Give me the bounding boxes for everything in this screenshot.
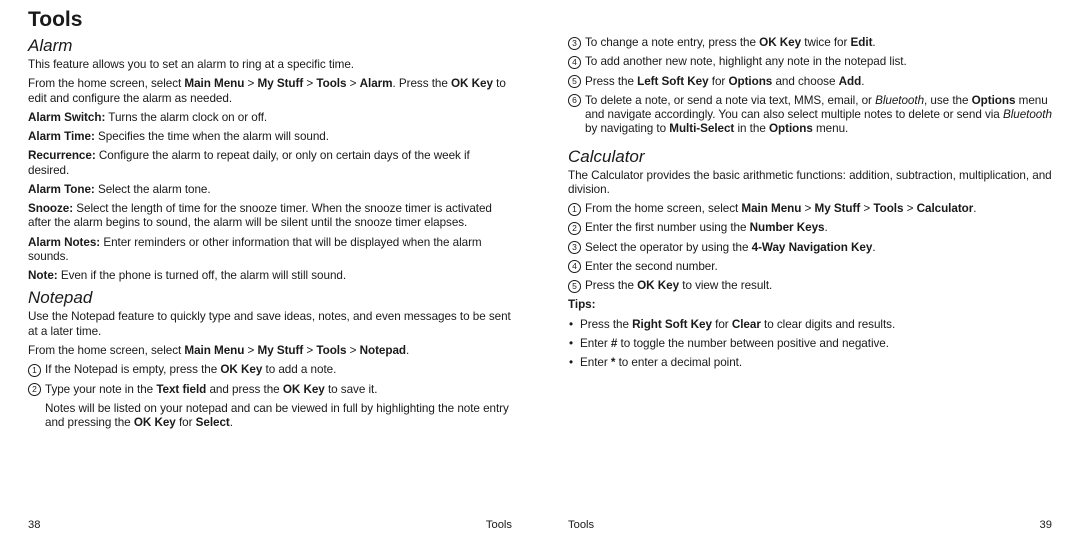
- alarm-intro: This feature allows you to set an alarm …: [28, 58, 512, 72]
- page-number: 38: [28, 519, 40, 531]
- section-alarm-heading: Alarm: [28, 36, 512, 56]
- alarm-tone: Alarm Tone: Select the alarm tone.: [28, 183, 512, 197]
- notepad-nav: From the home screen, select Main Menu >…: [28, 344, 512, 358]
- page-right: To change a note entry, press the OK Key…: [540, 0, 1080, 540]
- tip-2: Enter # to toggle the number between pos…: [568, 337, 1052, 351]
- calculator-step-3: Select the operator by using the 4-Way N…: [568, 241, 1052, 255]
- calculator-intro: The Calculator provides the basic arithm…: [568, 169, 1052, 198]
- calculator-step-4: Enter the second number.: [568, 260, 1052, 274]
- page-number: 39: [1040, 519, 1052, 531]
- notepad-steps: If the Notepad is empty, press the OK Ke…: [28, 363, 512, 397]
- chapter-title: Tools: [28, 8, 512, 32]
- tip-1: Press the Right Soft Key for Clear to cl…: [568, 318, 1052, 332]
- notepad-intro: Use the Notepad feature to quickly type …: [28, 310, 512, 339]
- calculator-tips-heading: Tips:: [568, 298, 1052, 312]
- notepad-step-3: To change a note entry, press the OK Key…: [568, 36, 1052, 50]
- alarm-notes: Alarm Notes: Enter reminders or other in…: [28, 236, 512, 265]
- footer-left: 38 Tools: [28, 519, 512, 531]
- section-notepad-heading: Notepad: [28, 288, 512, 308]
- footer-right: 39 Tools: [568, 519, 1052, 531]
- notepad-step-5: Press the Left Soft Key for Options and …: [568, 75, 1052, 89]
- calculator-step-5: Press the OK Key to view the result.: [568, 279, 1052, 293]
- calculator-step-2: Enter the first number using the Number …: [568, 221, 1052, 235]
- page-left: Tools Alarm This feature allows you to s…: [0, 0, 540, 540]
- alarm-note: Note: Even if the phone is turned off, t…: [28, 269, 512, 283]
- tip-3: Enter * to enter a decimal point.: [568, 356, 1052, 370]
- footer-section: Tools: [568, 519, 594, 531]
- notepad-subnote: Notes will be listed on your notepad and…: [28, 402, 512, 431]
- calculator-steps: From the home screen, select Main Menu >…: [568, 202, 1052, 293]
- footer-section: Tools: [486, 519, 512, 531]
- calculator-step-1: From the home screen, select Main Menu >…: [568, 202, 1052, 216]
- notepad-step-6: To delete a note, or send a note via tex…: [568, 94, 1052, 137]
- alarm-snooze: Snooze: Select the length of time for th…: [28, 202, 512, 231]
- alarm-recurrence: Recurrence: Configure the alarm to repea…: [28, 149, 512, 178]
- notepad-step-2: Type your note in the Text field and pre…: [28, 383, 512, 397]
- section-calculator-heading: Calculator: [568, 147, 1052, 167]
- alarm-switch: Alarm Switch: Turns the alarm clock on o…: [28, 111, 512, 125]
- manual-spread: Tools Alarm This feature allows you to s…: [0, 0, 1080, 540]
- alarm-time: Alarm Time: Specifies the time when the …: [28, 130, 512, 144]
- notepad-step-4: To add another new note, highlight any n…: [568, 55, 1052, 69]
- notepad-steps-cont: To change a note entry, press the OK Key…: [568, 36, 1052, 137]
- notepad-step-1: If the Notepad is empty, press the OK Ke…: [28, 363, 512, 377]
- calculator-tips: Press the Right Soft Key for Clear to cl…: [568, 318, 1052, 371]
- alarm-nav: From the home screen, select Main Menu >…: [28, 77, 512, 106]
